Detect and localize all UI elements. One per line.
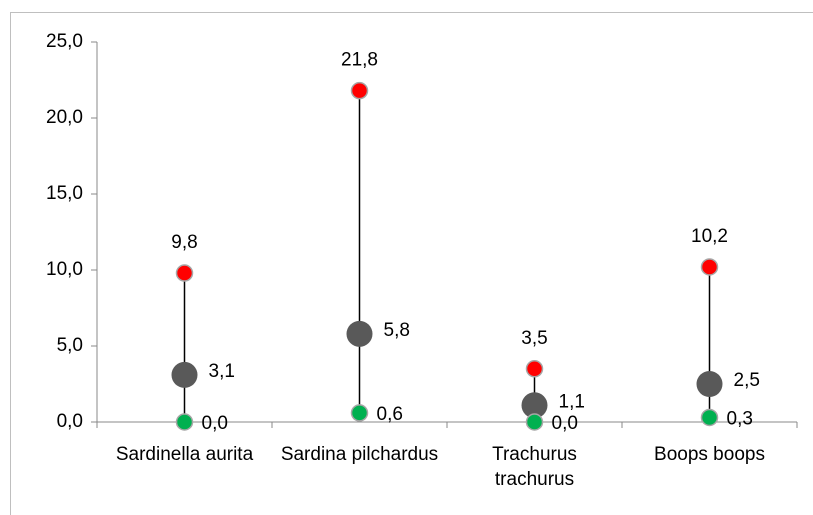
x-tick-label: Boops boops bbox=[654, 444, 765, 465]
data-label: 0,3 bbox=[727, 408, 753, 429]
data-label: 3,1 bbox=[209, 361, 235, 382]
dot bbox=[525, 360, 544, 378]
data-label: 0,0 bbox=[202, 413, 228, 434]
y-tick-label: 15,0 bbox=[46, 183, 83, 204]
dot bbox=[171, 361, 198, 388]
dot bbox=[525, 413, 544, 431]
x-tick-label: Sardina pilchardus bbox=[280, 444, 439, 465]
dot bbox=[350, 81, 369, 100]
y-tick-label: 0,0 bbox=[57, 411, 83, 432]
dot bbox=[350, 404, 369, 422]
data-label: 10,2 bbox=[691, 226, 728, 247]
chart-frame bbox=[10, 12, 813, 515]
x-tick-label: Trachurus trachurus bbox=[492, 444, 577, 490]
y-tick-label: 20,0 bbox=[46, 107, 83, 128]
y-tick-label: 25,0 bbox=[46, 31, 83, 52]
dot bbox=[521, 392, 548, 419]
data-label: 3,5 bbox=[521, 328, 547, 349]
data-label: 0,0 bbox=[552, 413, 578, 434]
data-label: 2,5 bbox=[734, 370, 760, 391]
data-label: 0,6 bbox=[377, 404, 403, 425]
dot bbox=[700, 258, 719, 276]
y-tick-label: 10,0 bbox=[46, 259, 83, 280]
data-label: 5,8 bbox=[384, 320, 410, 341]
dot bbox=[696, 371, 723, 397]
dot bbox=[700, 408, 719, 427]
x-tick-label: Sardinella aurita bbox=[115, 444, 254, 465]
data-label: 1,1 bbox=[559, 391, 585, 412]
dot bbox=[346, 320, 373, 347]
y-tick-label: 5,0 bbox=[57, 335, 83, 356]
data-label: 9,8 bbox=[171, 232, 197, 253]
dot bbox=[175, 264, 194, 282]
dot bbox=[175, 413, 194, 431]
data-label: 21,8 bbox=[341, 50, 378, 71]
